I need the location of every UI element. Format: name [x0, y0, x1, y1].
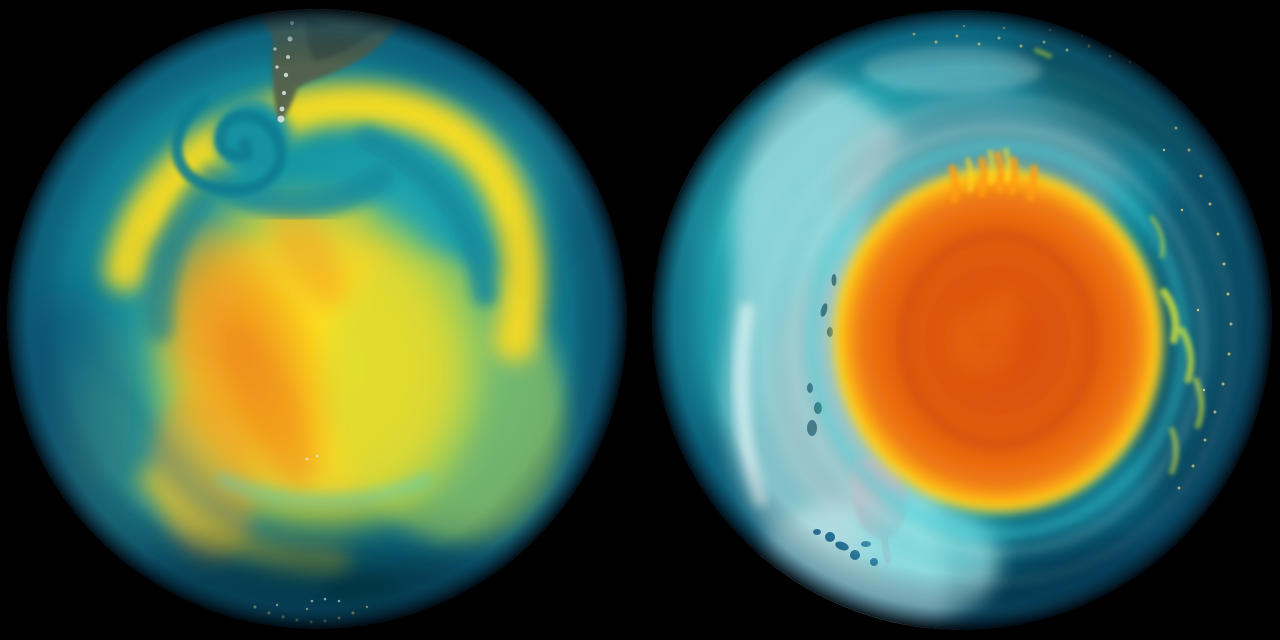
- north-pole-globe-graphic: [652, 10, 1272, 630]
- limb-vignette: [652, 10, 1272, 630]
- south-pole-globe-graphic: [7, 9, 627, 629]
- north-pole-globe: [652, 10, 1272, 630]
- limb-vignette: [7, 9, 627, 629]
- south-pole-globe: [7, 9, 627, 629]
